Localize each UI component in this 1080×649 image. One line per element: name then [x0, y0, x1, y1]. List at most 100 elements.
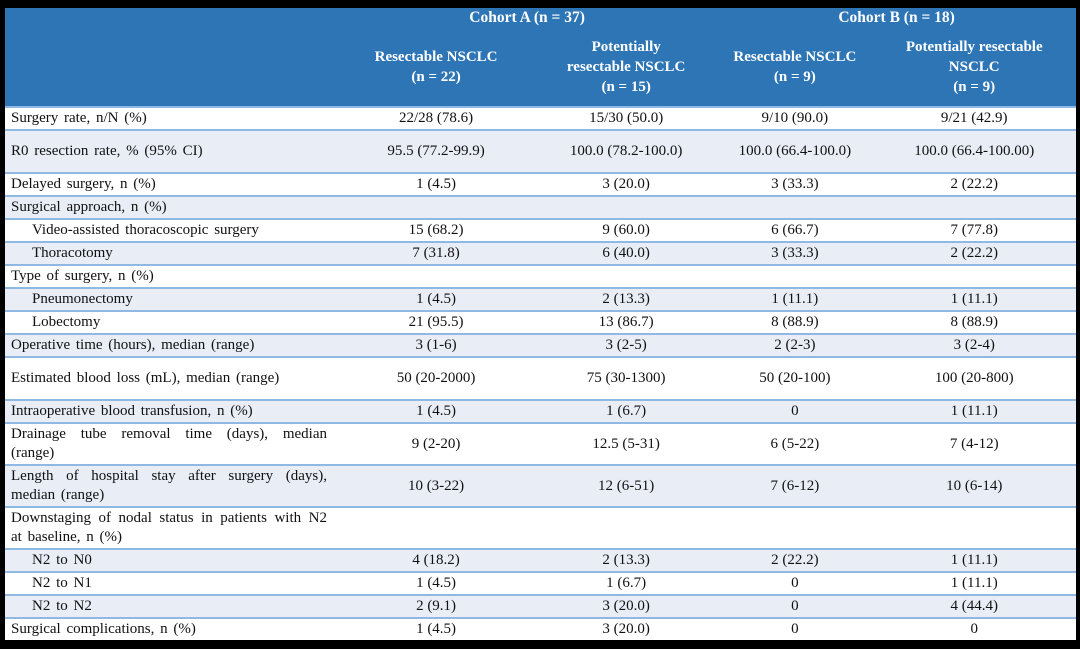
table-row: Thoracotomy 7 (31.8) 6 (40.0) 3 (33.3) 2 (22… [5, 241, 1076, 265]
table-row: Estimated blood loss (mL), median (range… [5, 356, 1076, 400]
cell-value: 2 (13.3) [535, 287, 718, 311]
cell-value: 3 (20.0) [535, 172, 718, 196]
cohort-b-header: Cohort B (n = 18) [717, 8, 1076, 28]
cell-value: 7 (77.8) [872, 218, 1076, 242]
table-row: Video-assisted thoracoscopic surgery 15 (… [5, 218, 1076, 242]
cell-value [337, 264, 536, 288]
table-row: Surgical complications, n (%) 1 (4.5) 3 (2… [5, 617, 1076, 640]
cell-value: 9/10 (90.0) [717, 106, 873, 130]
cell-value: 0 [717, 617, 873, 640]
cell-value: 2 (2-3) [717, 333, 873, 357]
cell-value: 2 (22.2) [872, 241, 1076, 265]
cell-value: 2 (13.3) [535, 548, 718, 572]
cell-value [337, 506, 536, 549]
cell-value: 4 (18.2) [337, 548, 536, 572]
cell-value [337, 195, 536, 219]
table-row: Surgery rate, n/N (%) 22/28 (78.6) 15/30 (… [5, 106, 1076, 130]
cohort-header-row: Cohort A (n = 37) Cohort B (n = 18) [5, 8, 1076, 28]
cell-value: 0 [872, 617, 1076, 640]
cell-value: 1 (4.5) [337, 571, 536, 595]
cell-value: 1 (11.1) [872, 571, 1076, 595]
table-row: Intraoperative blood transfusion, n (%) 1… [5, 399, 1076, 423]
section-header-row: Surgical approach, n (%) [5, 195, 1076, 219]
row-label: Downstaging of nodal status in patients … [5, 506, 337, 549]
cell-value: 9 (2-20) [337, 422, 536, 465]
header-spacer-cell [5, 8, 337, 28]
table-row: R0 resection rate, % (95% CI) 95.5 (77.2-… [5, 129, 1076, 173]
row-label: Surgical complications, n (%) [5, 617, 337, 640]
column-header-resectable-a: Resectable NSCLC (n = 22) [337, 28, 536, 107]
table-row: N2 to N2 2 (9.1) 3 (20.0) 0 4 (44.4) [5, 594, 1076, 618]
table-body: Surgery rate, n/N (%) 22/28 (78.6) 15/30 (… [5, 106, 1076, 640]
row-label: Thoracotomy [5, 241, 337, 265]
row-label: N2 to N2 [5, 594, 337, 618]
cell-value: 12.5 (5-31) [535, 422, 718, 465]
section-header-row: Type of surgery, n (%) [5, 264, 1076, 288]
table-row: Lobectomy 21 (95.5) 13 (86.7) 8 (88.9) 8 (88… [5, 310, 1076, 334]
column-header-potentially-resectable-b: Potentially resectable NSCLC (n = 9) [872, 28, 1076, 107]
cell-value: 8 (88.9) [717, 310, 873, 334]
cell-value: 1 (4.5) [337, 617, 536, 640]
table-row: Length of hospital stay after surgery (d… [5, 464, 1076, 507]
header-spacer-cell [5, 28, 337, 107]
cell-value: 75 (30-1300) [535, 356, 718, 400]
cell-value: 10 (3-22) [337, 464, 536, 507]
cell-value: 1 (11.1) [872, 548, 1076, 572]
cell-value: 1 (4.5) [337, 287, 536, 311]
row-label: Video-assisted thoracoscopic surgery [5, 218, 337, 242]
cell-value [717, 195, 873, 219]
column-header-row: Resectable NSCLC (n = 22) Potentially re… [5, 28, 1076, 107]
cell-value: 7 (6-12) [717, 464, 873, 507]
row-label: Pneumonectomy [5, 287, 337, 311]
cell-value [535, 264, 718, 288]
row-label: N2 to N0 [5, 548, 337, 572]
cell-value: 2 (22.2) [717, 548, 873, 572]
cell-value [535, 506, 718, 549]
cell-value: 12 (6-51) [535, 464, 718, 507]
row-label: Surgical approach, n (%) [5, 195, 337, 219]
cell-value: 1 (11.1) [872, 287, 1076, 311]
cell-value: 1 (6.7) [535, 399, 718, 423]
cell-value: 1 (11.1) [872, 399, 1076, 423]
cell-value: 6 (66.7) [717, 218, 873, 242]
cell-value: 0 [717, 399, 873, 423]
cell-value: 100.0 (66.4-100.0) [717, 129, 873, 173]
column-header-potentially-resectable-a: Potentially resectable NSCLC (n = 15) [535, 28, 718, 107]
cell-value: 1 (4.5) [337, 172, 536, 196]
table-row: Pneumonectomy 1 (4.5) 2 (13.3) 1 (11.1) 1 (1… [5, 287, 1076, 311]
cell-value: 15 (68.2) [337, 218, 536, 242]
table-row: Delayed surgery, n (%) 1 (4.5) 3 (20.0) 3 (… [5, 172, 1076, 196]
cell-value: 6 (40.0) [535, 241, 718, 265]
section-header-row: Downstaging of nodal status in patients … [5, 506, 1076, 549]
cell-value [717, 506, 873, 549]
cell-value: 100.0 (78.2-100.0) [535, 129, 718, 173]
cell-value: 100.0 (66.4-100.00) [872, 129, 1076, 173]
cell-value: 3 (33.3) [717, 241, 873, 265]
cell-value: 9/21 (42.9) [872, 106, 1076, 130]
row-label: Type of surgery, n (%) [5, 264, 337, 288]
table-header: Cohort A (n = 37) Cohort B (n = 18) Rese… [5, 8, 1076, 107]
row-label: Intraoperative blood transfusion, n (%) [5, 399, 337, 423]
cell-value: 10 (6-14) [872, 464, 1076, 507]
cell-value: 2 (22.2) [872, 172, 1076, 196]
cell-value: 2 (9.1) [337, 594, 536, 618]
cell-value: 22/28 (78.6) [337, 106, 536, 130]
cell-value: 6 (5-22) [717, 422, 873, 465]
cell-value: 50 (20-2000) [337, 356, 536, 400]
table-row: Operative time (hours), median (range) 3 … [5, 333, 1076, 357]
cell-value [717, 264, 873, 288]
row-label: Length of hospital stay after surgery (d… [5, 464, 337, 507]
table-row: N2 to N0 4 (18.2) 2 (13.3) 2 (22.2) 1 (11.1) [5, 548, 1076, 572]
cell-value: 15/30 (50.0) [535, 106, 718, 130]
row-label: Estimated blood loss (mL), median (range… [5, 356, 337, 400]
cell-value [872, 195, 1076, 219]
row-label: R0 resection rate, % (95% CI) [5, 129, 337, 173]
cell-value [872, 264, 1076, 288]
cell-value: 1 (11.1) [717, 287, 873, 311]
cell-value: 3 (2-5) [535, 333, 718, 357]
cell-value: 100 (20-800) [872, 356, 1076, 400]
row-label: Drainage tube removal time (days), media… [5, 422, 337, 465]
row-label: Lobectomy [5, 310, 337, 334]
cell-value: 1 (4.5) [337, 399, 536, 423]
